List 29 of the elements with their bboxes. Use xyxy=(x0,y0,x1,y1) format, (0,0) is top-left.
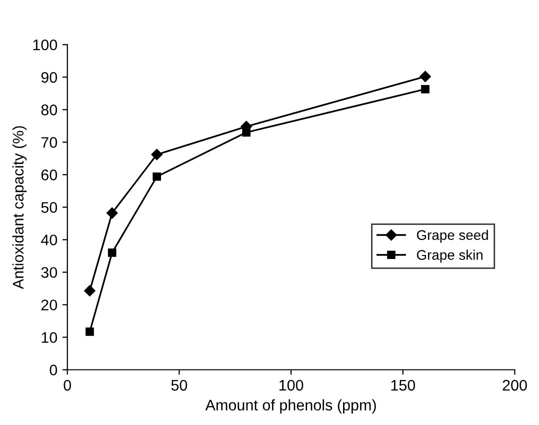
x-tick-label: 50 xyxy=(171,380,188,391)
y-tick-label: 40 xyxy=(41,234,58,246)
point xyxy=(86,328,94,336)
legend-label: Grape seed xyxy=(416,230,488,243)
legend-label: Grape skin xyxy=(416,250,483,263)
y-tick-label: 30 xyxy=(41,267,58,278)
y-tick-label: 50 xyxy=(41,202,58,213)
y-tick-label: 10 xyxy=(42,332,58,343)
y-tick-label: 100 xyxy=(33,39,58,50)
y-tick-label: 0 xyxy=(50,364,58,376)
x-tick-label: 100 xyxy=(279,380,304,391)
point xyxy=(242,128,250,137)
x-tick-label: 200 xyxy=(502,380,527,391)
y-tick-label: 80 xyxy=(41,104,58,116)
point xyxy=(108,248,116,257)
point xyxy=(151,148,162,160)
x-axis-title: Amount of phenols (ppm) xyxy=(205,399,376,414)
y-axis-title: Antioxidant capacity (%) xyxy=(12,126,27,290)
y-tick-label: 90 xyxy=(41,72,58,83)
point xyxy=(106,207,118,219)
y-tick-label: 20 xyxy=(41,300,58,310)
point xyxy=(152,172,162,181)
x-tick-label: 150 xyxy=(391,380,416,391)
y-tick-label: 70 xyxy=(41,137,58,148)
point xyxy=(421,85,430,94)
point xyxy=(420,70,431,82)
point xyxy=(84,285,96,296)
y-tick-label: 60 xyxy=(41,170,58,180)
x-tick-label: 0 xyxy=(64,380,72,391)
